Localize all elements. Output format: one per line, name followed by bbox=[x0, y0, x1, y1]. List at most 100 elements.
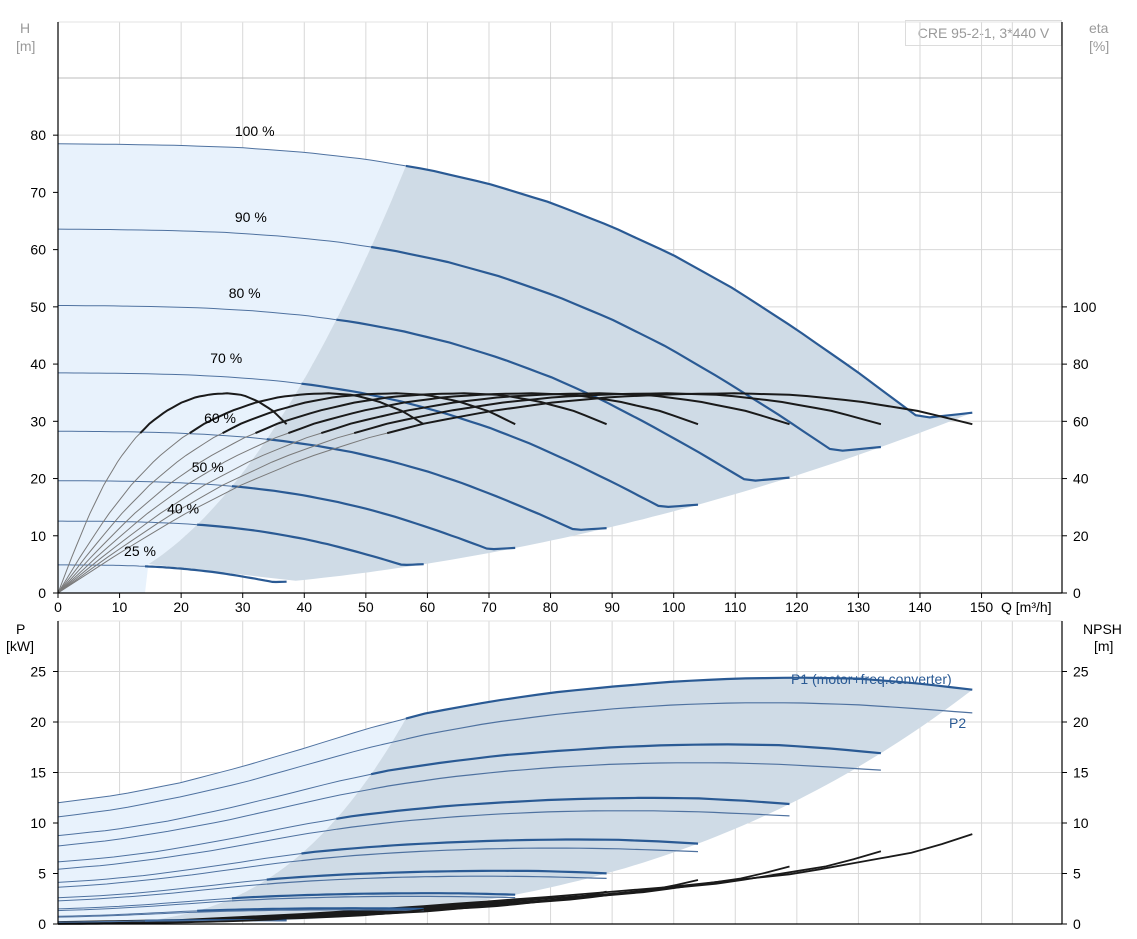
x-tick-label: 140 bbox=[908, 599, 932, 615]
power-curve-p2 bbox=[197, 909, 424, 913]
y2-tick-label: 60 bbox=[1073, 413, 1089, 429]
y2-tick-label: 20 bbox=[1073, 528, 1089, 544]
head-curve-thin bbox=[58, 305, 337, 321]
power-curve-p2 bbox=[336, 810, 790, 830]
head-curve-thin bbox=[57, 143, 406, 167]
power-curve-p1-thin bbox=[57, 853, 302, 883]
y2-tick-label: 40 bbox=[1073, 471, 1089, 487]
power-curve-p1 bbox=[370, 743, 882, 776]
power-region-light bbox=[58, 718, 406, 924]
power-curve-p2-thin bbox=[57, 860, 302, 888]
y-tick-label: 40 bbox=[30, 356, 46, 372]
npsh-tick-label: 15 bbox=[1073, 765, 1089, 781]
power-curve-p1 bbox=[405, 676, 973, 720]
speed-label: 70 % bbox=[210, 350, 242, 366]
head-curve-thin bbox=[57, 228, 372, 248]
power-curve-p2-thin bbox=[57, 911, 198, 918]
y-tick-label: 20 bbox=[30, 471, 46, 487]
p-axis-title: P bbox=[16, 621, 25, 637]
efficiency-curve bbox=[189, 392, 425, 434]
power-curve-p2-thin bbox=[57, 828, 337, 870]
operating-region bbox=[148, 165, 973, 581]
power-curve-p1-thin bbox=[57, 818, 337, 863]
power-curve-p2 bbox=[266, 875, 607, 885]
npsh-axis-unit: [m] bbox=[1094, 638, 1113, 654]
power-curve-p1 bbox=[197, 907, 424, 912]
power-curve-p1 bbox=[336, 796, 790, 820]
curves bbox=[57, 143, 973, 925]
p-tick-label: 15 bbox=[30, 765, 46, 781]
p-tick-label: 20 bbox=[30, 714, 46, 730]
x-tick-label: 10 bbox=[112, 599, 128, 615]
x-tick-label: 0 bbox=[54, 599, 62, 615]
power-curve-p1 bbox=[231, 892, 516, 900]
power-curve-p2 bbox=[301, 847, 699, 862]
efficiency-curve bbox=[222, 392, 516, 434]
x-tick-label: 110 bbox=[724, 599, 747, 615]
head-curve bbox=[405, 164, 973, 419]
power-curve-p2-thin bbox=[57, 883, 267, 902]
x-tick-label: 100 bbox=[662, 599, 686, 615]
y2-tick-label: 0 bbox=[1073, 585, 1081, 601]
efficiency-curve bbox=[139, 392, 288, 434]
series-label-p1: P1 (motor+freq.converter) bbox=[791, 671, 952, 687]
speed-label: 100 % bbox=[235, 123, 275, 139]
npsh-tick-label: 20 bbox=[1073, 714, 1089, 730]
head-curve bbox=[266, 438, 607, 531]
power-curve-p2-thin bbox=[57, 788, 372, 847]
allowed-region-light bbox=[58, 143, 406, 593]
y-tick-label: 70 bbox=[30, 184, 46, 200]
y-tick-label: 50 bbox=[30, 299, 46, 315]
series-label-p2: P2 bbox=[949, 715, 966, 731]
y-tick-label: 30 bbox=[30, 413, 46, 429]
head-curve-thin bbox=[58, 430, 267, 440]
power-curve-p2 bbox=[231, 895, 516, 902]
speed-label: 40 % bbox=[167, 501, 199, 517]
efficiency-curve bbox=[255, 392, 607, 435]
npsh-tick-label: 5 bbox=[1073, 866, 1081, 882]
h-axis-unit: [m] bbox=[16, 38, 35, 54]
axes bbox=[53, 22, 1067, 925]
head-curve bbox=[336, 318, 790, 482]
legend-box: CRE 95-2-1, 3*440 V bbox=[905, 20, 1062, 46]
head-curve bbox=[144, 565, 287, 584]
y2-tick-label: 100 bbox=[1073, 299, 1097, 315]
power-curve-p1 bbox=[301, 838, 699, 855]
x-tick-label: 20 bbox=[173, 599, 189, 615]
p-tick-label: 5 bbox=[38, 866, 46, 882]
p-tick-label: 10 bbox=[30, 815, 46, 831]
p-tick-label: 0 bbox=[38, 916, 46, 932]
y-tick-label: 60 bbox=[30, 242, 46, 258]
npsh-axis-title: NPSH bbox=[1083, 621, 1122, 637]
npsh-tick-label: 25 bbox=[1073, 664, 1089, 680]
power-curve-p2-thin bbox=[57, 738, 407, 818]
speed-label: 80 % bbox=[229, 285, 261, 301]
power-curve-p1-thin bbox=[57, 718, 407, 804]
y2-tick-label: 80 bbox=[1073, 356, 1089, 372]
x-tick-label: 120 bbox=[785, 599, 809, 615]
power-curve-p1 bbox=[266, 869, 607, 881]
power-curve-p2 bbox=[405, 702, 973, 740]
npsh-tick-label: 0 bbox=[1073, 916, 1081, 932]
head-curve-thin bbox=[58, 480, 232, 487]
h-axis-title: H bbox=[20, 20, 30, 36]
npsh-tick-label: 10 bbox=[1073, 815, 1089, 831]
head-curve bbox=[370, 245, 882, 452]
x-tick-label: 50 bbox=[358, 599, 374, 615]
y-tick-label: 10 bbox=[30, 528, 46, 544]
q-axis-title: Q [m³/h] bbox=[1001, 599, 1052, 615]
x-tick-label: 70 bbox=[481, 599, 497, 615]
p-tick-label: 25 bbox=[30, 664, 46, 680]
speed-label: 25 % bbox=[124, 543, 156, 559]
speed-label: 90 % bbox=[235, 209, 267, 225]
speed-label: 50 % bbox=[192, 459, 224, 475]
power-curve-p2 bbox=[370, 762, 881, 790]
x-tick-label: 60 bbox=[420, 599, 436, 615]
power-curve-p1-thin bbox=[57, 773, 372, 837]
power-curve-p1-thin bbox=[57, 879, 267, 899]
y-tick-label: 80 bbox=[30, 127, 46, 143]
x-tick-label: 30 bbox=[235, 599, 251, 615]
p-axis-unit: [kW] bbox=[6, 638, 34, 654]
power-curve-p2-thin bbox=[57, 900, 232, 912]
